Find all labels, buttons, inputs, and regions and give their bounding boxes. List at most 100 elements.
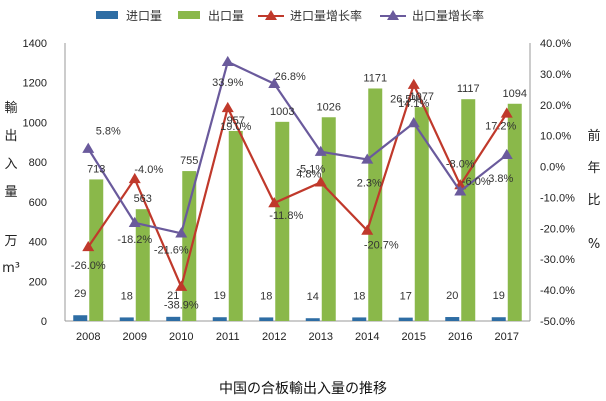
legend-label: 出口量	[208, 9, 244, 23]
export-bar	[228, 130, 243, 321]
import-growth-label: 26.5%	[390, 94, 421, 106]
right-tick-label: -50.0%	[540, 316, 575, 328]
export-growth-marker	[454, 185, 467, 196]
import-bar-label: 14	[307, 291, 319, 303]
right-tick-label: -10.0%	[540, 192, 575, 204]
import-bar-label: 21	[167, 290, 179, 302]
export-growth-marker	[221, 55, 234, 67]
x-tick-label: 2008	[76, 331, 100, 343]
export-growth-line	[87, 60, 508, 235]
export-growth-marker	[175, 227, 188, 238]
import-growth-marker	[221, 101, 234, 113]
import-bar	[491, 317, 506, 321]
export-growth-label: 3.8%	[488, 173, 513, 185]
right-axis-label-char: 比	[587, 193, 600, 208]
legend-swatch-marker	[265, 10, 277, 20]
left-tick-label: 1200	[23, 78, 47, 90]
export-growth-marker	[128, 216, 141, 227]
export-bar	[89, 179, 104, 321]
legend-swatch-marker	[387, 10, 399, 20]
legend-label: 进口量	[126, 9, 162, 23]
export-bar	[507, 103, 522, 322]
x-tick-label: 2012	[262, 331, 286, 343]
right-tick-label: -30.0%	[540, 254, 575, 266]
x-tick-label: 2009	[123, 331, 147, 343]
import-bar-label: 18	[121, 290, 133, 302]
import-bar-label: 18	[353, 290, 365, 302]
import-bar	[119, 317, 134, 321]
left-axis-label-char: 輸	[4, 101, 17, 116]
left-tick-label: 800	[29, 157, 47, 169]
export-growth-label: 26.8%	[275, 71, 306, 83]
legend-swatch	[178, 11, 200, 19]
import-bar	[398, 317, 413, 321]
import-bar-label: 20	[446, 290, 458, 302]
import-growth-label: 17.2%	[485, 120, 516, 132]
export-bar-label: 1077	[410, 91, 434, 103]
left-axis-label-char: 入	[4, 157, 17, 172]
import-growth-label: -6.0%	[462, 176, 491, 188]
import-bar-label: 29	[74, 288, 86, 300]
export-bar	[135, 209, 150, 321]
export-growth-marker	[268, 77, 281, 88]
import-growth-marker	[175, 280, 188, 291]
import-bar	[166, 316, 181, 321]
export-growth-marker	[361, 153, 374, 164]
import-growth-label: 19.0%	[220, 121, 251, 133]
right-tick-label: -40.0%	[540, 285, 575, 297]
import-bar	[352, 317, 367, 321]
left-axis-label-char: 万	[4, 234, 17, 249]
export-bar	[182, 171, 197, 321]
right-tick-label: 30.0%	[540, 69, 571, 81]
export-bar-label: 1117	[457, 83, 480, 95]
export-growth-label: 33.9%	[212, 77, 243, 89]
export-growth-label: 14.1%	[398, 98, 429, 110]
left-tick-label: 0	[41, 316, 47, 328]
x-tick-label: 2010	[169, 331, 193, 343]
chart-caption: 中国の合板輸出入量の推移	[219, 381, 387, 397]
import-bar	[259, 317, 274, 321]
export-bar	[321, 117, 336, 321]
legend-label: 出口量增长率	[412, 8, 484, 23]
export-growth-label: 4.8%	[296, 169, 321, 181]
left-axis-label-char: 量	[4, 185, 17, 200]
export-bar-label: 755	[180, 155, 198, 167]
export-growth-label: -8.0%	[446, 158, 475, 170]
import-growth-label: -4.0%	[134, 164, 163, 176]
import-bar	[73, 315, 88, 321]
import-bar-label: 17	[400, 291, 412, 303]
export-bar	[275, 121, 290, 321]
import-growth-marker	[128, 172, 141, 184]
export-growth-marker	[82, 142, 95, 153]
right-axis-label-char: 前	[587, 128, 600, 144]
export-growth-label: -18.2%	[117, 234, 152, 246]
right-tick-label: 20.0%	[540, 100, 571, 112]
import-growth-label: -26.0%	[71, 260, 106, 272]
x-tick-label: 2016	[448, 331, 472, 343]
import-growth-marker	[314, 176, 327, 187]
x-tick-label: 2017	[495, 331, 519, 343]
import-bar-label: 19	[493, 290, 505, 302]
left-tick-label: 200	[29, 276, 47, 288]
import-growth-label: -5.1%	[296, 163, 325, 175]
export-bar-label: 1094	[503, 88, 527, 100]
import-growth-marker	[361, 224, 374, 235]
import-bar	[305, 318, 320, 321]
x-tick-label: 2013	[309, 331, 333, 343]
import-growth-label: -38.9%	[164, 300, 199, 312]
import-growth-label: -11.8%	[269, 210, 303, 222]
right-axis-label-char: 年	[587, 161, 600, 176]
export-bar	[461, 99, 476, 322]
right-tick-label: 0.0%	[540, 162, 565, 174]
legend-label: 进口量增长率	[290, 8, 362, 23]
export-bar-label: 1171	[363, 72, 387, 84]
export-growth-marker	[407, 117, 420, 128]
export-growth-label: -21.6%	[154, 244, 189, 256]
left-axis-label-char: m³	[2, 261, 20, 276]
left-tick-label: 600	[29, 197, 47, 209]
right-tick-label: -20.0%	[540, 223, 575, 235]
export-bar	[414, 107, 429, 321]
import-growth-label: -20.7%	[364, 239, 399, 251]
export-bar-label: 1026	[317, 101, 341, 113]
left-axis-label-char: 出	[4, 129, 17, 144]
